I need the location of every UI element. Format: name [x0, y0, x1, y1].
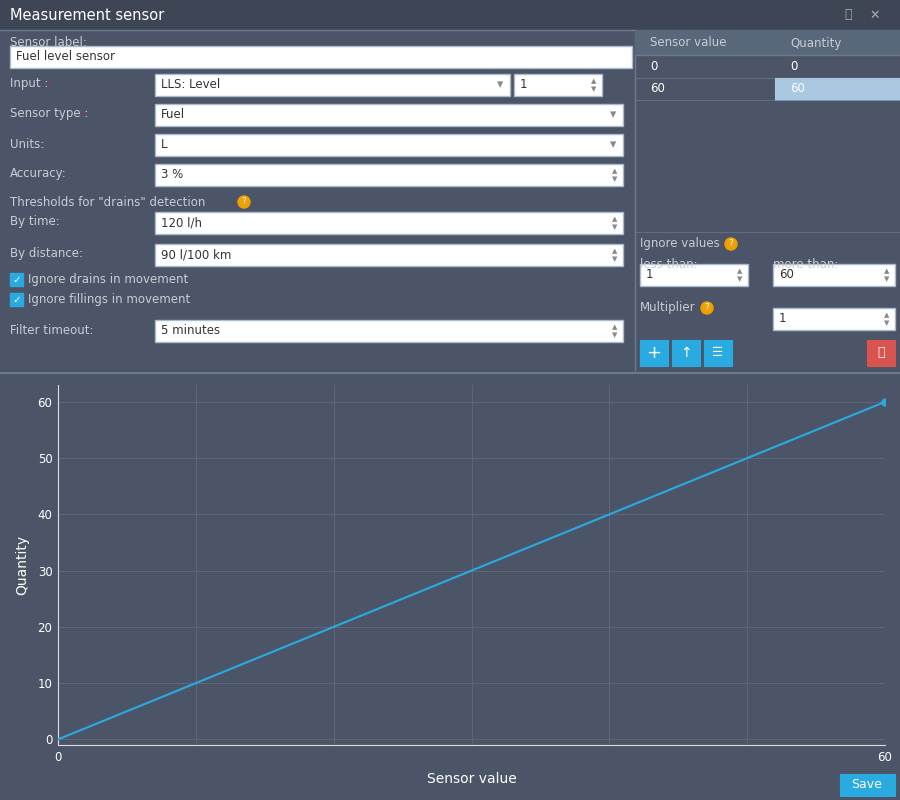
Text: ?: ? — [729, 239, 733, 249]
Text: ▼: ▼ — [612, 176, 617, 182]
Bar — [672, 340, 700, 366]
Text: ▼: ▼ — [591, 86, 597, 92]
Bar — [640, 340, 668, 366]
Circle shape — [238, 196, 250, 208]
Bar — [155, 134, 623, 156]
Text: Ignore values: Ignore values — [640, 238, 720, 250]
Text: Measurement sensor: Measurement sensor — [10, 7, 164, 22]
Text: ▾: ▾ — [610, 138, 616, 151]
Bar — [155, 164, 623, 186]
Text: 120 l/h: 120 l/h — [161, 217, 202, 230]
Text: Sensor label:: Sensor label: — [10, 37, 87, 50]
Bar — [840, 774, 895, 796]
Bar — [704, 340, 732, 366]
Text: ↑: ↑ — [680, 346, 692, 360]
Text: By distance:: By distance: — [10, 247, 83, 261]
Bar — [635, 56, 900, 78]
Text: Filter timeout:: Filter timeout: — [10, 323, 94, 337]
Y-axis label: Quantity: Quantity — [15, 535, 29, 595]
Text: Accuracy:: Accuracy: — [10, 167, 67, 181]
Bar — [635, 78, 900, 100]
Text: Fuel level sensor: Fuel level sensor — [16, 50, 115, 63]
Bar — [155, 212, 623, 234]
Bar — [10, 293, 23, 306]
Text: Units:: Units: — [10, 138, 44, 150]
Bar — [773, 264, 895, 286]
Text: ▲: ▲ — [612, 216, 617, 222]
Text: ▲: ▲ — [612, 248, 617, 254]
Text: Ignore drains in movement: Ignore drains in movement — [28, 274, 188, 286]
Text: 5 minutes: 5 minutes — [161, 325, 220, 338]
Bar — [514, 74, 602, 96]
Bar — [155, 74, 510, 96]
Text: ·: · — [81, 107, 86, 121]
Text: 90 l/100 km: 90 l/100 km — [161, 249, 231, 262]
Circle shape — [701, 302, 713, 314]
Text: ▲: ▲ — [885, 312, 890, 318]
Text: ▼: ▼ — [737, 276, 742, 282]
Text: 🗑: 🗑 — [878, 346, 885, 359]
Text: ▼: ▼ — [885, 276, 890, 282]
Text: 1: 1 — [779, 313, 787, 326]
Text: ▼: ▼ — [612, 332, 617, 338]
Text: Input :: Input : — [10, 78, 49, 90]
Text: ▾: ▾ — [497, 78, 503, 91]
X-axis label: Sensor value: Sensor value — [427, 772, 517, 786]
Text: ▲: ▲ — [612, 324, 617, 330]
Text: ✕: ✕ — [869, 9, 880, 22]
Bar — [10, 273, 23, 286]
Text: ▲: ▲ — [612, 168, 617, 174]
Bar — [640, 264, 748, 286]
Text: 60: 60 — [779, 269, 794, 282]
Text: Multiplier: Multiplier — [640, 302, 696, 314]
Text: less than:: less than: — [640, 258, 698, 270]
Bar — [155, 104, 623, 126]
Text: 60: 60 — [790, 82, 805, 95]
Text: 1: 1 — [646, 269, 653, 282]
Text: ⤢: ⤢ — [844, 9, 851, 22]
Bar — [10, 46, 632, 68]
Bar — [867, 340, 895, 366]
Text: ▼: ▼ — [885, 320, 890, 326]
Text: +: + — [646, 344, 662, 362]
Text: ▲: ▲ — [737, 268, 742, 274]
Text: ▼: ▼ — [612, 224, 617, 230]
Bar — [0, 0, 900, 30]
Text: 1: 1 — [520, 78, 527, 91]
Text: Quantity: Quantity — [790, 37, 842, 50]
Text: ✓: ✓ — [12, 294, 21, 305]
Text: Sensor type :: Sensor type : — [10, 107, 88, 121]
Text: ▾: ▾ — [610, 109, 616, 122]
Text: By time:: By time: — [10, 215, 59, 229]
Text: LLS: Level: LLS: Level — [161, 78, 220, 91]
Text: ▲: ▲ — [885, 268, 890, 274]
Text: ▲: ▲ — [591, 78, 597, 84]
Bar — [155, 244, 623, 266]
Text: ?: ? — [705, 303, 709, 313]
Bar — [635, 30, 900, 55]
Text: Save: Save — [851, 778, 882, 791]
Bar — [773, 308, 895, 330]
Text: 3 %: 3 % — [161, 169, 184, 182]
Text: 0: 0 — [650, 61, 657, 74]
Text: 60: 60 — [650, 82, 665, 95]
Text: ☰: ☰ — [713, 346, 724, 359]
Text: L: L — [161, 138, 167, 151]
Text: 0: 0 — [790, 61, 797, 74]
Text: ▼: ▼ — [612, 256, 617, 262]
Text: Sensor value: Sensor value — [650, 37, 726, 50]
Text: Ignore fillings in movement: Ignore fillings in movement — [28, 294, 190, 306]
Text: Thresholds for "drains" detection: Thresholds for "drains" detection — [10, 195, 205, 209]
Bar — [775, 78, 900, 100]
Text: ✓: ✓ — [12, 274, 21, 285]
Text: ·: · — [46, 77, 50, 91]
Circle shape — [725, 238, 737, 250]
Bar — [155, 320, 623, 342]
Text: ?: ? — [241, 198, 247, 206]
Text: more than:: more than: — [773, 258, 839, 270]
Text: Fuel: Fuel — [161, 109, 185, 122]
